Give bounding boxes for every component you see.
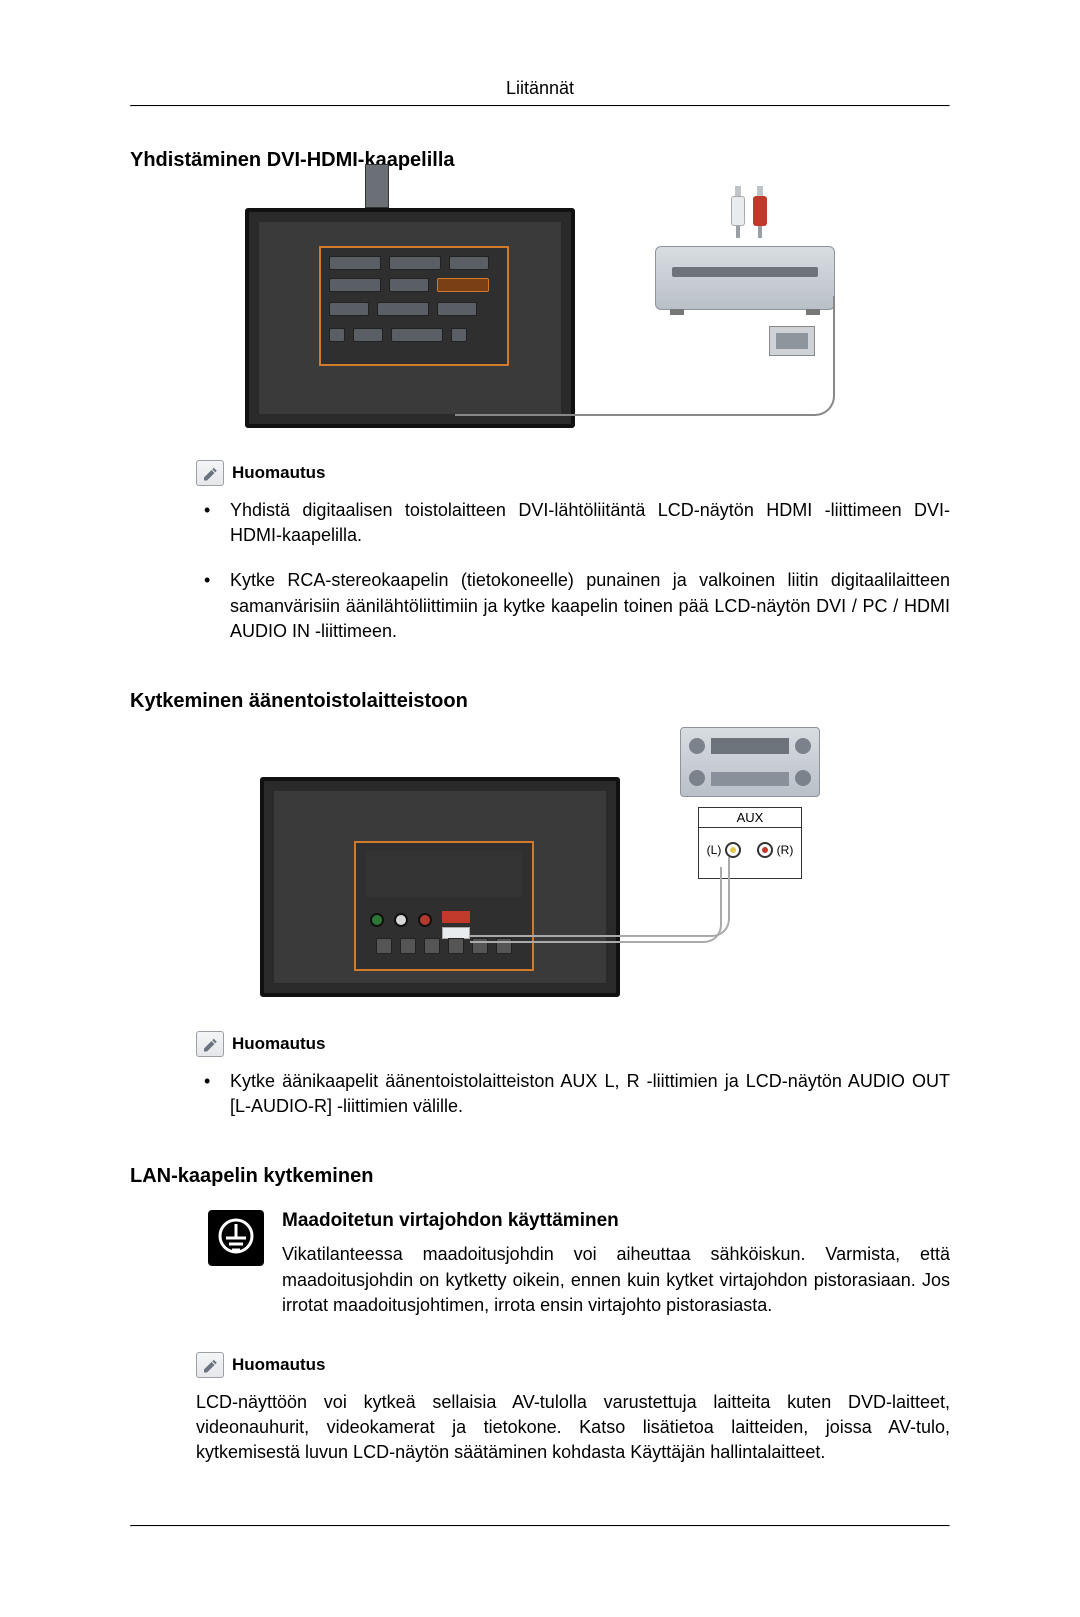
page-header: Liitännät [130,78,950,99]
note-icon [196,460,224,486]
note-icon [196,1352,224,1378]
aux-right-jack-icon [757,842,773,858]
list-item: Kytke RCA-stereokaapelin (tietokoneelle)… [196,568,950,644]
rca-red-plug-icon [442,911,470,923]
audio-jack-icon [394,913,408,927]
note-label: Huomautus [232,1034,326,1054]
ground-icon [208,1210,264,1266]
hdmi-plug-icon [365,164,389,208]
diagram-audio: AUX (L) (R) [130,727,950,1007]
note-label: Huomautus [232,463,326,483]
bottom-rule [130,1525,950,1527]
aux-left-jack-icon [725,842,741,858]
note-icon [196,1031,224,1057]
note-row: Huomautus [196,1031,950,1057]
section1-bullets: Yhdistä digitaalisen toistolaitteen DVI-… [196,498,950,644]
aux-left-label: (L) [707,843,722,857]
section1-heading: Yhdistäminen DVI-HDMI-kaapelilla [130,149,950,172]
section3-heading: LAN-kaapelin kytkeminen [130,1165,950,1188]
audio-jack-icon [370,913,384,927]
note-row: Huomautus [196,460,950,486]
aux-label: AUX [699,808,801,828]
cable-icon [455,296,835,416]
page: Liitännät Yhdistäminen DVI-HDMI-kaapelil… [0,0,1080,1617]
list-item: Kytke äänikaapelit äänentoistolaitteisto… [196,1069,950,1119]
amplifier-icon [680,727,820,797]
note-row: Huomautus [196,1352,950,1378]
aux-right-label: (R) [777,843,794,857]
diagram-dvi-hdmi [130,186,950,436]
section2-heading: Kytkeminen äänentoistolaitteistoon [130,690,950,713]
cable-icon [470,867,722,943]
section2-bullets: Kytke äänikaapelit äänentoistolaitteisto… [196,1069,950,1119]
ground-body: Vikatilanteessa maadoitusjohdin voi aihe… [282,1242,950,1318]
note-label: Huomautus [232,1355,326,1375]
ground-heading: Maadoitetun virtajohdon käyttäminen [282,1210,950,1232]
section3-paragraph: LCD-näyttöön voi kytkeä sellaisia AV-tul… [196,1390,950,1466]
list-item: Yhdistä digitaalisen toistolaitteen DVI-… [196,498,950,548]
ground-block: Maadoitetun virtajohdon käyttäminen Vika… [208,1210,950,1318]
rca-plugs-icon [731,186,771,244]
top-rule [130,105,950,107]
audio-jack-icon [418,913,432,927]
